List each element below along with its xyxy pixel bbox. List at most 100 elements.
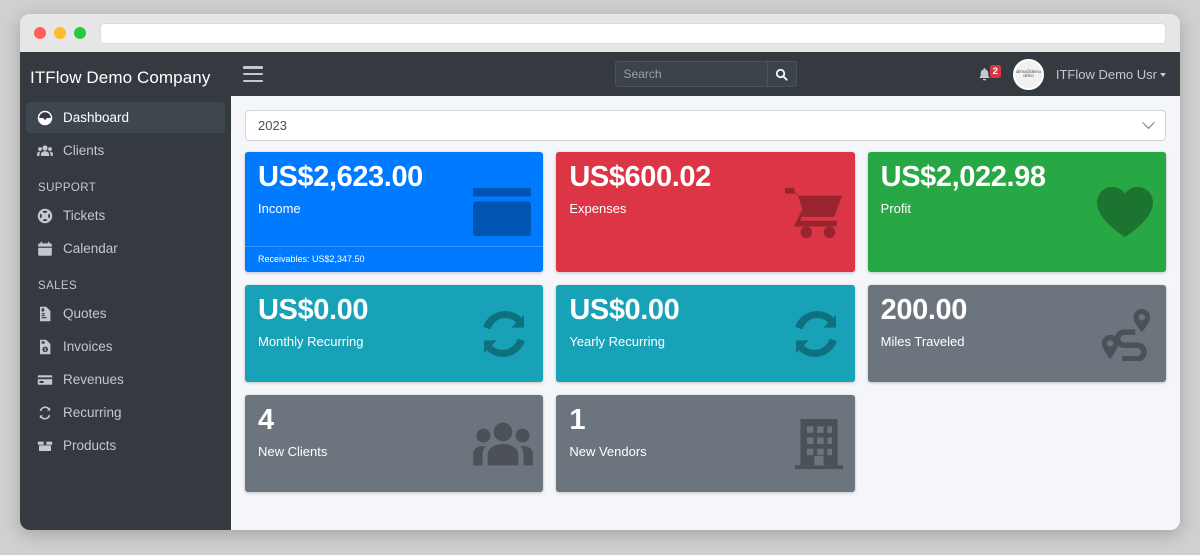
card-body: US$2,623.00 Income (245, 152, 543, 227)
users-icon (473, 417, 534, 471)
browser-window: ITFlow Demo Company Dashboard Clients (20, 14, 1180, 530)
card-value: US$0.00 (569, 294, 680, 326)
card-body: 1 New Vendors (556, 395, 854, 470)
card-value: US$600.02 (569, 161, 711, 193)
card-label: Income (258, 201, 301, 217)
hamburger-icon[interactable] (243, 66, 263, 82)
svg-text:$: $ (43, 346, 46, 351)
browser-chrome (20, 14, 1180, 52)
dashboard-icon (36, 109, 53, 126)
sidebar: ITFlow Demo Company Dashboard Clients (20, 52, 231, 530)
notification-badge: 2 (989, 64, 1001, 78)
card-value: 200.00 (880, 294, 968, 326)
sidebar-item-label: Clients (63, 143, 105, 158)
shopping-cart-icon (783, 184, 845, 240)
card-profit[interactable]: US$2,022.98 Profit (867, 152, 1166, 272)
maximize-window-button[interactable] (74, 27, 86, 39)
sidebar-item-label: Quotes (63, 306, 107, 321)
card-monthly-recurring[interactable]: US$0.00 Monthly Recurring (245, 285, 544, 382)
user-name-label: ITFlow Demo Usr (1055, 66, 1157, 82)
cards-row-1: US$2,623.00 Income Receivables: US$2,347… (245, 152, 1166, 272)
empty-cell (868, 395, 1166, 492)
sidebar-nav: Dashboard Clients SUPPORT Tickets (20, 102, 231, 463)
route-icon (1096, 307, 1156, 362)
cards-row-3: 4 New Clients 1 New Vendors (245, 395, 1166, 492)
card-miles-traveled[interactable]: 200.00 Miles Traveled (867, 285, 1166, 382)
minimize-window-button[interactable] (54, 27, 66, 39)
card-new-vendors[interactable]: 1 New Vendors (556, 395, 855, 492)
sync-icon (36, 404, 53, 421)
sidebar-item-clients[interactable]: Clients (26, 135, 225, 166)
card-income[interactable]: US$2,623.00 Income Receivables: US$2,347… (245, 152, 544, 272)
card-value: US$2,623.00 (258, 161, 423, 193)
sidebar-spacer (20, 463, 231, 530)
box-icon (36, 437, 53, 454)
card-value: US$0.00 (258, 294, 369, 326)
card-value: 1 (569, 404, 586, 436)
card-body: 4 New Clients (245, 395, 543, 470)
app-container: ITFlow Demo Company Dashboard Clients (20, 52, 1180, 530)
sidebar-item-label: Recurring (63, 405, 122, 420)
lifebuoy-icon (36, 207, 53, 224)
topbar-right: 2 demo@demo demo ITFlow Demo Usr (977, 58, 1166, 90)
card-value: US$2,022.98 (880, 161, 1046, 193)
year-filter-value: 2023 (258, 118, 287, 133)
sidebar-section-support: SUPPORT (38, 182, 97, 194)
sidebar-item-label: Products (63, 438, 117, 453)
sidebar-item-invoices[interactable]: $ Invoices (26, 331, 225, 362)
search-button[interactable] (766, 61, 797, 87)
card-body: US$2,022.98 Profit (868, 152, 1166, 227)
building-icon (793, 417, 845, 471)
brand-title: ITFlow Demo Company (30, 68, 211, 87)
sync-icon (475, 307, 533, 361)
bell-icon (979, 67, 989, 80)
sidebar-item-revenues[interactable]: Revenues (26, 364, 225, 395)
sidebar-item-calendar[interactable]: Calendar (26, 233, 225, 264)
dashboard-main: 2023 US$2,623.00 Income (231, 96, 1180, 530)
card-label: Yearly Recurring (569, 334, 665, 350)
address-bar[interactable] (100, 22, 1166, 44)
user-menu-button[interactable]: ITFlow Demo Usr (1056, 67, 1166, 82)
content-column: 2 demo@demo demo ITFlow Demo Usr (231, 52, 1180, 530)
sidebar-item-quotes[interactable]: Quotes (26, 298, 225, 329)
sidebar-item-dashboard[interactable]: Dashboard (26, 102, 225, 133)
search-input[interactable] (614, 61, 767, 87)
card-label: New Clients (258, 444, 328, 460)
sidebar-item-label: Dashboard (63, 110, 130, 125)
heart-icon (1094, 184, 1156, 240)
card-body: 200.00 Miles Traveled (868, 285, 1166, 360)
card-yearly-recurring[interactable]: US$0.00 Yearly Recurring (556, 285, 855, 382)
sidebar-section-sales: SALES (38, 280, 78, 292)
avatar-line-2: demo (1023, 73, 1034, 78)
notifications-button[interactable]: 2 (977, 64, 1001, 82)
card-body: US$600.02 Expenses (556, 152, 854, 227)
topbar: 2 demo@demo demo ITFlow Demo Usr (231, 52, 1180, 96)
cards-row-2: US$0.00 Monthly Recurring US$0.00 Yearly… (245, 285, 1166, 382)
sidebar-item-products[interactable]: Products (26, 430, 225, 461)
file-invoice-icon (36, 305, 53, 322)
sidebar-item-tickets[interactable]: Tickets (26, 200, 225, 231)
card-label: New Vendors (569, 444, 647, 460)
credit-card-icon (36, 371, 53, 388)
sidebar-item-label: Calendar (63, 241, 118, 256)
file-dollar-icon: $ (36, 338, 53, 355)
card-label: Miles Traveled (880, 334, 965, 350)
sidebar-item-recurring[interactable]: Recurring (26, 397, 225, 428)
invoice-card-icon (471, 184, 533, 240)
year-filter-select[interactable]: 2023 (245, 110, 1166, 141)
card-footer: Receivables: US$2,347.50 (245, 246, 544, 272)
card-label: Profit (880, 201, 911, 217)
avatar-line-1: demo@demo (1016, 68, 1041, 74)
close-window-button[interactable] (34, 27, 46, 39)
chevron-down-icon (1142, 116, 1155, 130)
sidebar-item-label: Invoices (63, 339, 113, 354)
card-new-clients[interactable]: 4 New Clients (245, 395, 544, 492)
sidebar-item-label: Revenues (63, 372, 124, 387)
sync-icon (787, 307, 845, 361)
chevron-down-icon (1160, 73, 1166, 78)
card-value: 4 (258, 404, 274, 436)
card-expenses[interactable]: US$600.02 Expenses (556, 152, 855, 272)
avatar[interactable]: demo@demo demo (1012, 58, 1044, 90)
search-icon (775, 68, 788, 81)
card-body: US$0.00 Yearly Recurring (556, 285, 854, 360)
